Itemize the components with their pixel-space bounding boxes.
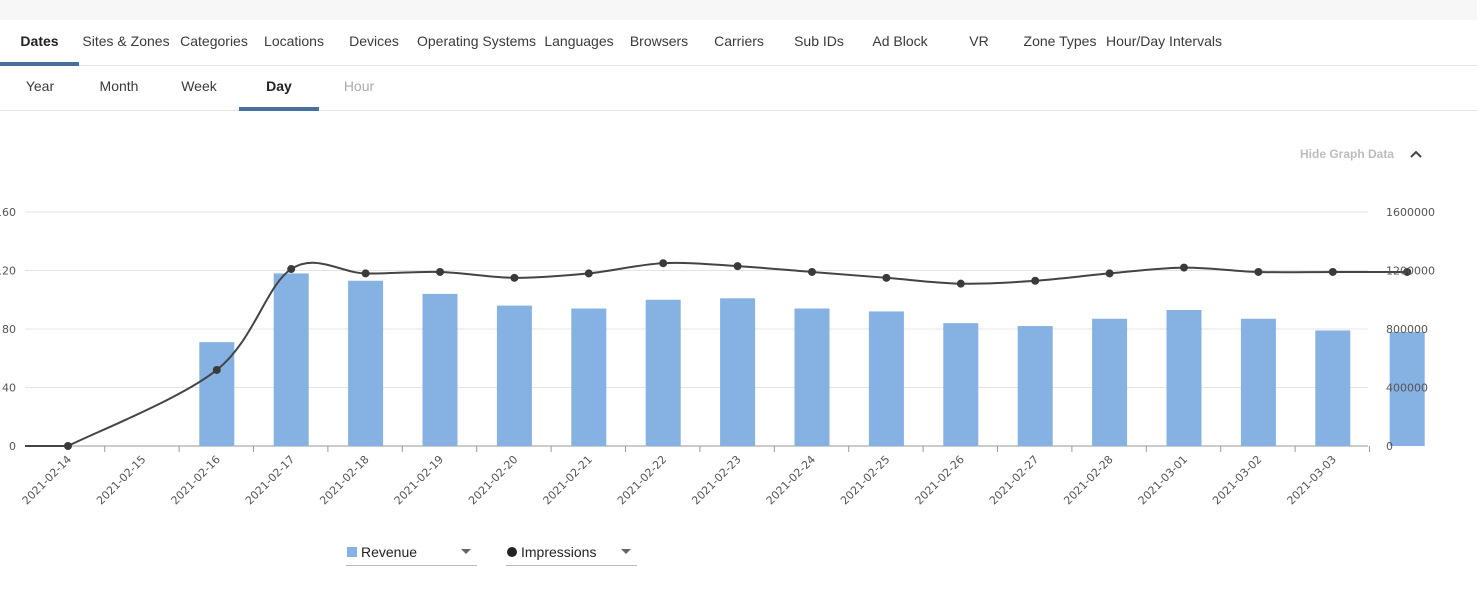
legend-revenue-label: Revenue [361, 544, 418, 560]
tab-ad-block[interactable]: Ad Block [872, 33, 928, 49]
impressions-point [1105, 269, 1114, 278]
revenue-impressions-chart: 0 40 80 120 160 0 400000 800000 1200000 1600000 20… [0, 206, 1435, 507]
x-tick-label: 2021-02-17 [243, 453, 297, 507]
impressions-point [584, 269, 593, 278]
legend-impressions[interactable]: Impressions [506, 540, 637, 566]
tab-sites-zones[interactable]: Sites & Zones [82, 33, 170, 49]
impressions-point [882, 273, 891, 282]
revenue-bar [422, 293, 458, 446]
x-tick-label: 2021-02-14 [20, 453, 74, 507]
tab-devices[interactable]: Devices [349, 33, 399, 49]
x-tick-label: 2021-03-02 [1210, 453, 1264, 507]
revenue-bars [199, 273, 1425, 446]
impressions-point [1254, 267, 1263, 276]
caret-down-icon [621, 549, 631, 554]
y-left-tick-label: 0 [9, 440, 16, 453]
y-right-tick-label: 1600000 [1386, 206, 1435, 219]
y-left-tick-label: 80 [2, 323, 16, 336]
revenue-bar [571, 308, 607, 446]
impressions-point [659, 259, 668, 268]
impressions-point [212, 365, 221, 374]
x-tick-label: 2021-02-16 [169, 453, 223, 507]
tab-operating-systems[interactable]: Operating Systems [417, 33, 537, 49]
x-tick-label: 2021-02-22 [615, 453, 669, 507]
revenue-bar [645, 299, 681, 446]
tab-hour-day-intervals[interactable]: Hour/Day Intervals [1106, 33, 1222, 49]
revenue-bar [1017, 326, 1053, 446]
x-tick-label: 2021-02-20 [466, 453, 520, 507]
revenue-bar [1092, 318, 1128, 446]
impressions-point [1031, 276, 1040, 285]
revenue-bar [868, 311, 904, 446]
tab-browsers[interactable]: Browsers [629, 33, 689, 49]
impressions-point [361, 269, 370, 278]
y-left-tick-label: 120 [0, 265, 16, 278]
hide-graph-data-link[interactable]: Hide Graph Data [1300, 147, 1395, 161]
x-tick-label: 2021-02-21 [541, 453, 595, 507]
tab-locations[interactable]: Locations [264, 33, 324, 49]
revenue-bar [496, 305, 532, 446]
legend-impressions-label: Impressions [521, 544, 597, 560]
x-tick-label: 2021-03-01 [1136, 453, 1190, 507]
x-tick-label: 2021-02-15 [94, 453, 148, 507]
x-tick-label: 2021-02-24 [764, 453, 818, 507]
revenue-bar [1166, 309, 1202, 446]
x-tick-label: 2021-02-23 [689, 453, 743, 507]
revenue-bar [1240, 318, 1276, 446]
x-tick-label: 2021-02-26 [913, 453, 967, 507]
impressions-point [808, 267, 816, 276]
impressions-point [436, 267, 444, 276]
revenue-bar [348, 280, 384, 446]
period-tabs: Year Month Week Day Hour [0, 66, 1477, 111]
revenue-bar [1389, 331, 1425, 446]
x-tick-label: 2021-02-28 [1061, 453, 1115, 507]
subtab-year[interactable]: Year [25, 78, 55, 94]
x-tick-label: 2021-02-18 [317, 453, 371, 507]
y-left-tick-label: 40 [2, 382, 16, 395]
tab-carriers[interactable]: Carriers [714, 33, 764, 49]
impressions-point [956, 279, 965, 288]
revenue-bar [720, 298, 756, 446]
impressions-point [733, 262, 742, 271]
x-tick-label: 2021-02-27 [987, 453, 1041, 507]
impressions-point [510, 273, 519, 282]
impressions-point [1403, 267, 1412, 276]
revenue-bar [273, 273, 309, 446]
tab-vr[interactable]: VR [969, 33, 989, 49]
impressions-line [25, 259, 1412, 450]
revenue-swatch [347, 547, 357, 557]
revenue-bar [794, 308, 830, 446]
caret-down-icon [461, 549, 471, 554]
impressions-swatch [507, 547, 517, 557]
y-right-tick-label: 0 [1386, 440, 1393, 453]
tab-zone-types[interactable]: Zone Types [1023, 33, 1097, 49]
tab-categories[interactable]: Categories [180, 33, 248, 49]
y-right-tick-label: 400000 [1386, 382, 1428, 395]
subtab-week[interactable]: Week [181, 78, 217, 94]
x-tick-label: 2021-02-19 [392, 453, 446, 507]
y-right-tick-label: 800000 [1386, 323, 1428, 336]
impressions-point [287, 265, 296, 274]
x-tick-label: 2021-03-03 [1285, 453, 1339, 507]
revenue-bar [943, 323, 979, 446]
y-left-tick-label: 160 [0, 206, 16, 219]
y-right-tick-label: 1200000 [1386, 265, 1435, 278]
top-strip [0, 0, 1477, 20]
tab-languages[interactable]: Languages [544, 33, 614, 49]
subtab-month[interactable]: Month [99, 78, 139, 94]
tab-dates[interactable]: Dates [0, 20, 79, 66]
revenue-bar [1315, 330, 1351, 446]
x-tick-label: 2021-02-25 [838, 453, 892, 507]
tab-sub-ids[interactable]: Sub IDs [794, 33, 844, 49]
subtab-day[interactable]: Day [239, 66, 319, 111]
report-tabs: Dates Sites & Zones Categories Locations… [0, 20, 1477, 66]
impressions-point [64, 442, 72, 450]
legend-revenue[interactable]: Revenue [346, 540, 477, 566]
impressions-point [1180, 263, 1188, 272]
impressions-point [1328, 267, 1337, 276]
subtab-hour: Hour [343, 78, 375, 94]
chevron-up-icon[interactable] [1408, 146, 1424, 162]
